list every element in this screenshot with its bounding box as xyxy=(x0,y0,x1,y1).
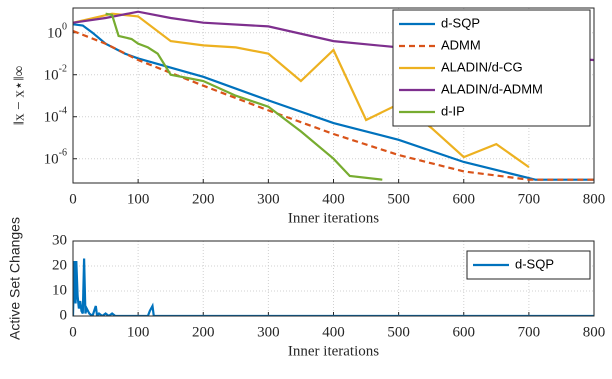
y-tick-label: 30 xyxy=(52,232,67,248)
x-tick-label: 200 xyxy=(192,191,215,207)
series-line xyxy=(73,23,594,181)
x-tick-label: 800 xyxy=(583,191,606,207)
x-tick-label: 400 xyxy=(322,324,345,340)
x-tick-label: 700 xyxy=(518,191,541,207)
y-tick-label: 10-2 xyxy=(44,64,67,84)
x-tick-label: 0 xyxy=(69,324,77,340)
y-tick-label: 10-6 xyxy=(44,148,67,168)
x-tick-label: 500 xyxy=(387,191,410,207)
x-tick-label: 700 xyxy=(518,324,541,340)
x-tick-label: 300 xyxy=(257,191,280,207)
legend-label: d-SQP xyxy=(515,256,554,271)
y-axis-label: ‖x − x⋆‖∞ xyxy=(11,66,27,125)
y-tick-label: 100 xyxy=(47,22,67,42)
y-tick-label: 0 xyxy=(60,307,68,323)
x-axis-label: Inner iterations xyxy=(288,210,379,226)
x-tick-label: 600 xyxy=(453,191,476,207)
x-tick-label: 300 xyxy=(257,324,280,340)
x-tick-label: 100 xyxy=(127,191,150,207)
x-tick-label: 100 xyxy=(127,324,150,340)
y-axis-label: Active Set Changes xyxy=(7,217,23,340)
axes-frame xyxy=(72,240,595,317)
legend-label: d-IP xyxy=(441,103,465,118)
x-axis-label: Inner iterations xyxy=(288,343,379,359)
series-line xyxy=(73,29,594,181)
x-tick-label: 500 xyxy=(387,324,410,340)
x-tick-label: 400 xyxy=(322,191,345,207)
legend-box xyxy=(466,250,591,280)
x-tick-label: 200 xyxy=(192,324,215,340)
series-line xyxy=(73,12,530,168)
x-tick-label: 0 xyxy=(69,191,77,207)
axes-frame xyxy=(72,7,595,184)
x-tick-label: 600 xyxy=(453,324,476,340)
x-tick-label: 800 xyxy=(583,324,606,340)
legend-label: ADMM xyxy=(441,37,481,52)
legend-label: ALADIN/d-ADMM xyxy=(441,81,543,96)
y-tick-label: 10 xyxy=(52,282,67,298)
y-tick-label: 10-4 xyxy=(44,106,67,126)
legend-label: d-SQP xyxy=(441,15,480,30)
series-line xyxy=(105,12,383,181)
legend-label: ALADIN/d-CG xyxy=(441,59,523,74)
series-line xyxy=(73,258,594,316)
y-tick-label: 20 xyxy=(52,257,67,273)
